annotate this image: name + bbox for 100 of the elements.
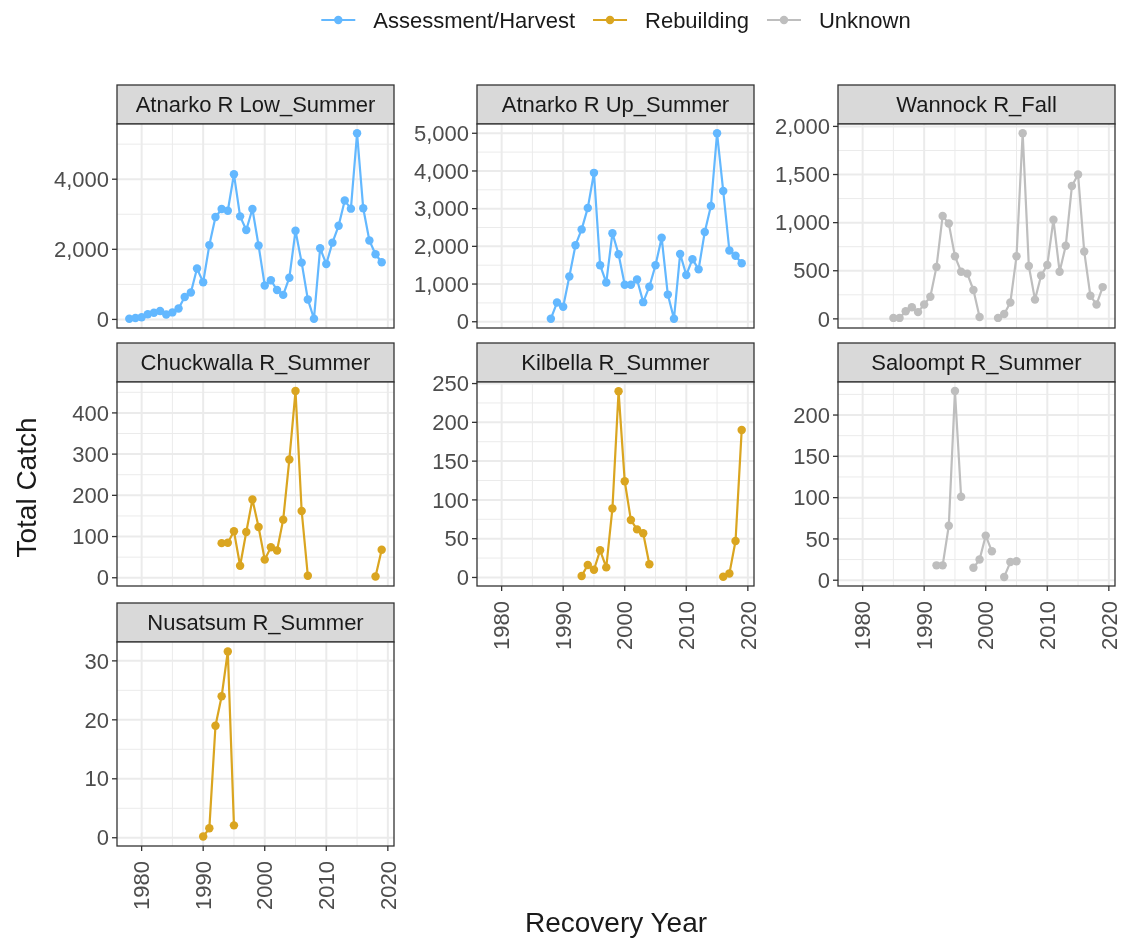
- point: [285, 455, 294, 464]
- point: [254, 522, 263, 532]
- y-tick-label: 2,000: [774, 114, 830, 140]
- x-tick-label: 1980: [129, 861, 155, 910]
- point: [558, 302, 568, 311]
- point: [608, 504, 617, 513]
- y-tick-label: 50: [805, 526, 830, 552]
- x-tick-label: 2010: [1034, 601, 1060, 650]
- x-tick-label: 2000: [973, 601, 999, 650]
- point: [706, 201, 716, 211]
- point: [638, 297, 648, 307]
- point: [334, 221, 343, 231]
- y-tick-label: 250: [432, 371, 469, 397]
- point: [577, 225, 586, 234]
- point: [626, 515, 636, 525]
- point: [1049, 215, 1058, 224]
- point: [731, 536, 740, 546]
- point: [938, 561, 947, 570]
- point: [1006, 298, 1015, 307]
- point: [291, 386, 300, 396]
- y-tick-label: 400: [72, 400, 109, 426]
- x-tick-label: 2000: [612, 601, 638, 650]
- point: [168, 308, 177, 317]
- point: [340, 196, 349, 205]
- point: [577, 571, 586, 581]
- y-tick-label: 0: [456, 309, 469, 335]
- point: [235, 212, 245, 221]
- point: [950, 386, 960, 396]
- point: [272, 285, 282, 295]
- chart-title: Kilbella R_Summer: [521, 350, 710, 376]
- point: [297, 258, 306, 267]
- point: [223, 647, 233, 656]
- point: [969, 563, 978, 573]
- point: [248, 204, 257, 214]
- point: [913, 307, 923, 317]
- point: [589, 565, 599, 574]
- legend-label: Unknown: [818, 7, 911, 33]
- point: [186, 288, 196, 297]
- chart-title: Saloompt R_Summer: [871, 350, 1082, 376]
- point: [1080, 247, 1089, 256]
- point: [999, 572, 1009, 582]
- point: [180, 292, 189, 302]
- y-tick-label: 1,500: [774, 162, 830, 188]
- point: [987, 547, 997, 556]
- y-tick-label: 100: [793, 485, 830, 511]
- point: [303, 295, 313, 304]
- point: [278, 515, 288, 524]
- point: [205, 240, 214, 250]
- point: [303, 571, 313, 580]
- point: [731, 251, 740, 260]
- y-tick-label: 0: [96, 307, 109, 333]
- point: [1024, 261, 1034, 271]
- y-tick-label: 200: [72, 483, 109, 509]
- point: [589, 168, 599, 178]
- point: [291, 226, 300, 235]
- y-tick-label: 10: [84, 766, 109, 792]
- point: [198, 832, 208, 841]
- point: [315, 244, 325, 253]
- point: [969, 285, 978, 295]
- chart-title: Chuckwalla R_Summer: [140, 350, 371, 376]
- point: [1012, 557, 1021, 566]
- point: [926, 292, 935, 301]
- point: [359, 204, 368, 213]
- y-tick-label: 50: [444, 526, 469, 552]
- y-tick-label: 200: [793, 402, 830, 428]
- y-tick-label: 30: [84, 648, 109, 674]
- x-tick-label: 2020: [735, 601, 761, 650]
- point: [1061, 241, 1070, 250]
- y-tick-label: 1,000: [413, 271, 469, 297]
- point: [657, 233, 666, 242]
- x-tick-label: 1990: [550, 601, 576, 650]
- legend-label: Assessment/Harvest: [373, 7, 576, 33]
- point: [235, 561, 245, 571]
- x-axis-title: Recovery Year: [524, 906, 708, 938]
- x-tick-label: 2020: [375, 861, 401, 910]
- point: [1073, 170, 1083, 179]
- point: [546, 314, 556, 323]
- point: [688, 254, 697, 264]
- point: [975, 312, 984, 322]
- y-tick-label: 0: [817, 306, 830, 332]
- point: [944, 219, 954, 228]
- chart-title: Nusatsum R_Summer: [147, 610, 364, 636]
- point: [944, 521, 954, 530]
- point: [205, 824, 214, 833]
- point: [694, 265, 703, 274]
- point: [963, 269, 972, 278]
- y-tick-label: 0: [456, 565, 469, 591]
- point: [1030, 295, 1040, 304]
- y-tick-label: 100: [72, 524, 109, 550]
- point: [229, 526, 239, 536]
- point: [950, 252, 960, 261]
- point: [907, 303, 917, 312]
- point: [285, 273, 294, 282]
- point: [211, 212, 220, 222]
- point: [1067, 181, 1077, 191]
- x-tick-label: 2010: [673, 601, 699, 650]
- y-tick-label: 100: [432, 487, 469, 513]
- y-tick-label: 2,000: [413, 234, 469, 260]
- point: [712, 129, 722, 138]
- point: [377, 258, 386, 267]
